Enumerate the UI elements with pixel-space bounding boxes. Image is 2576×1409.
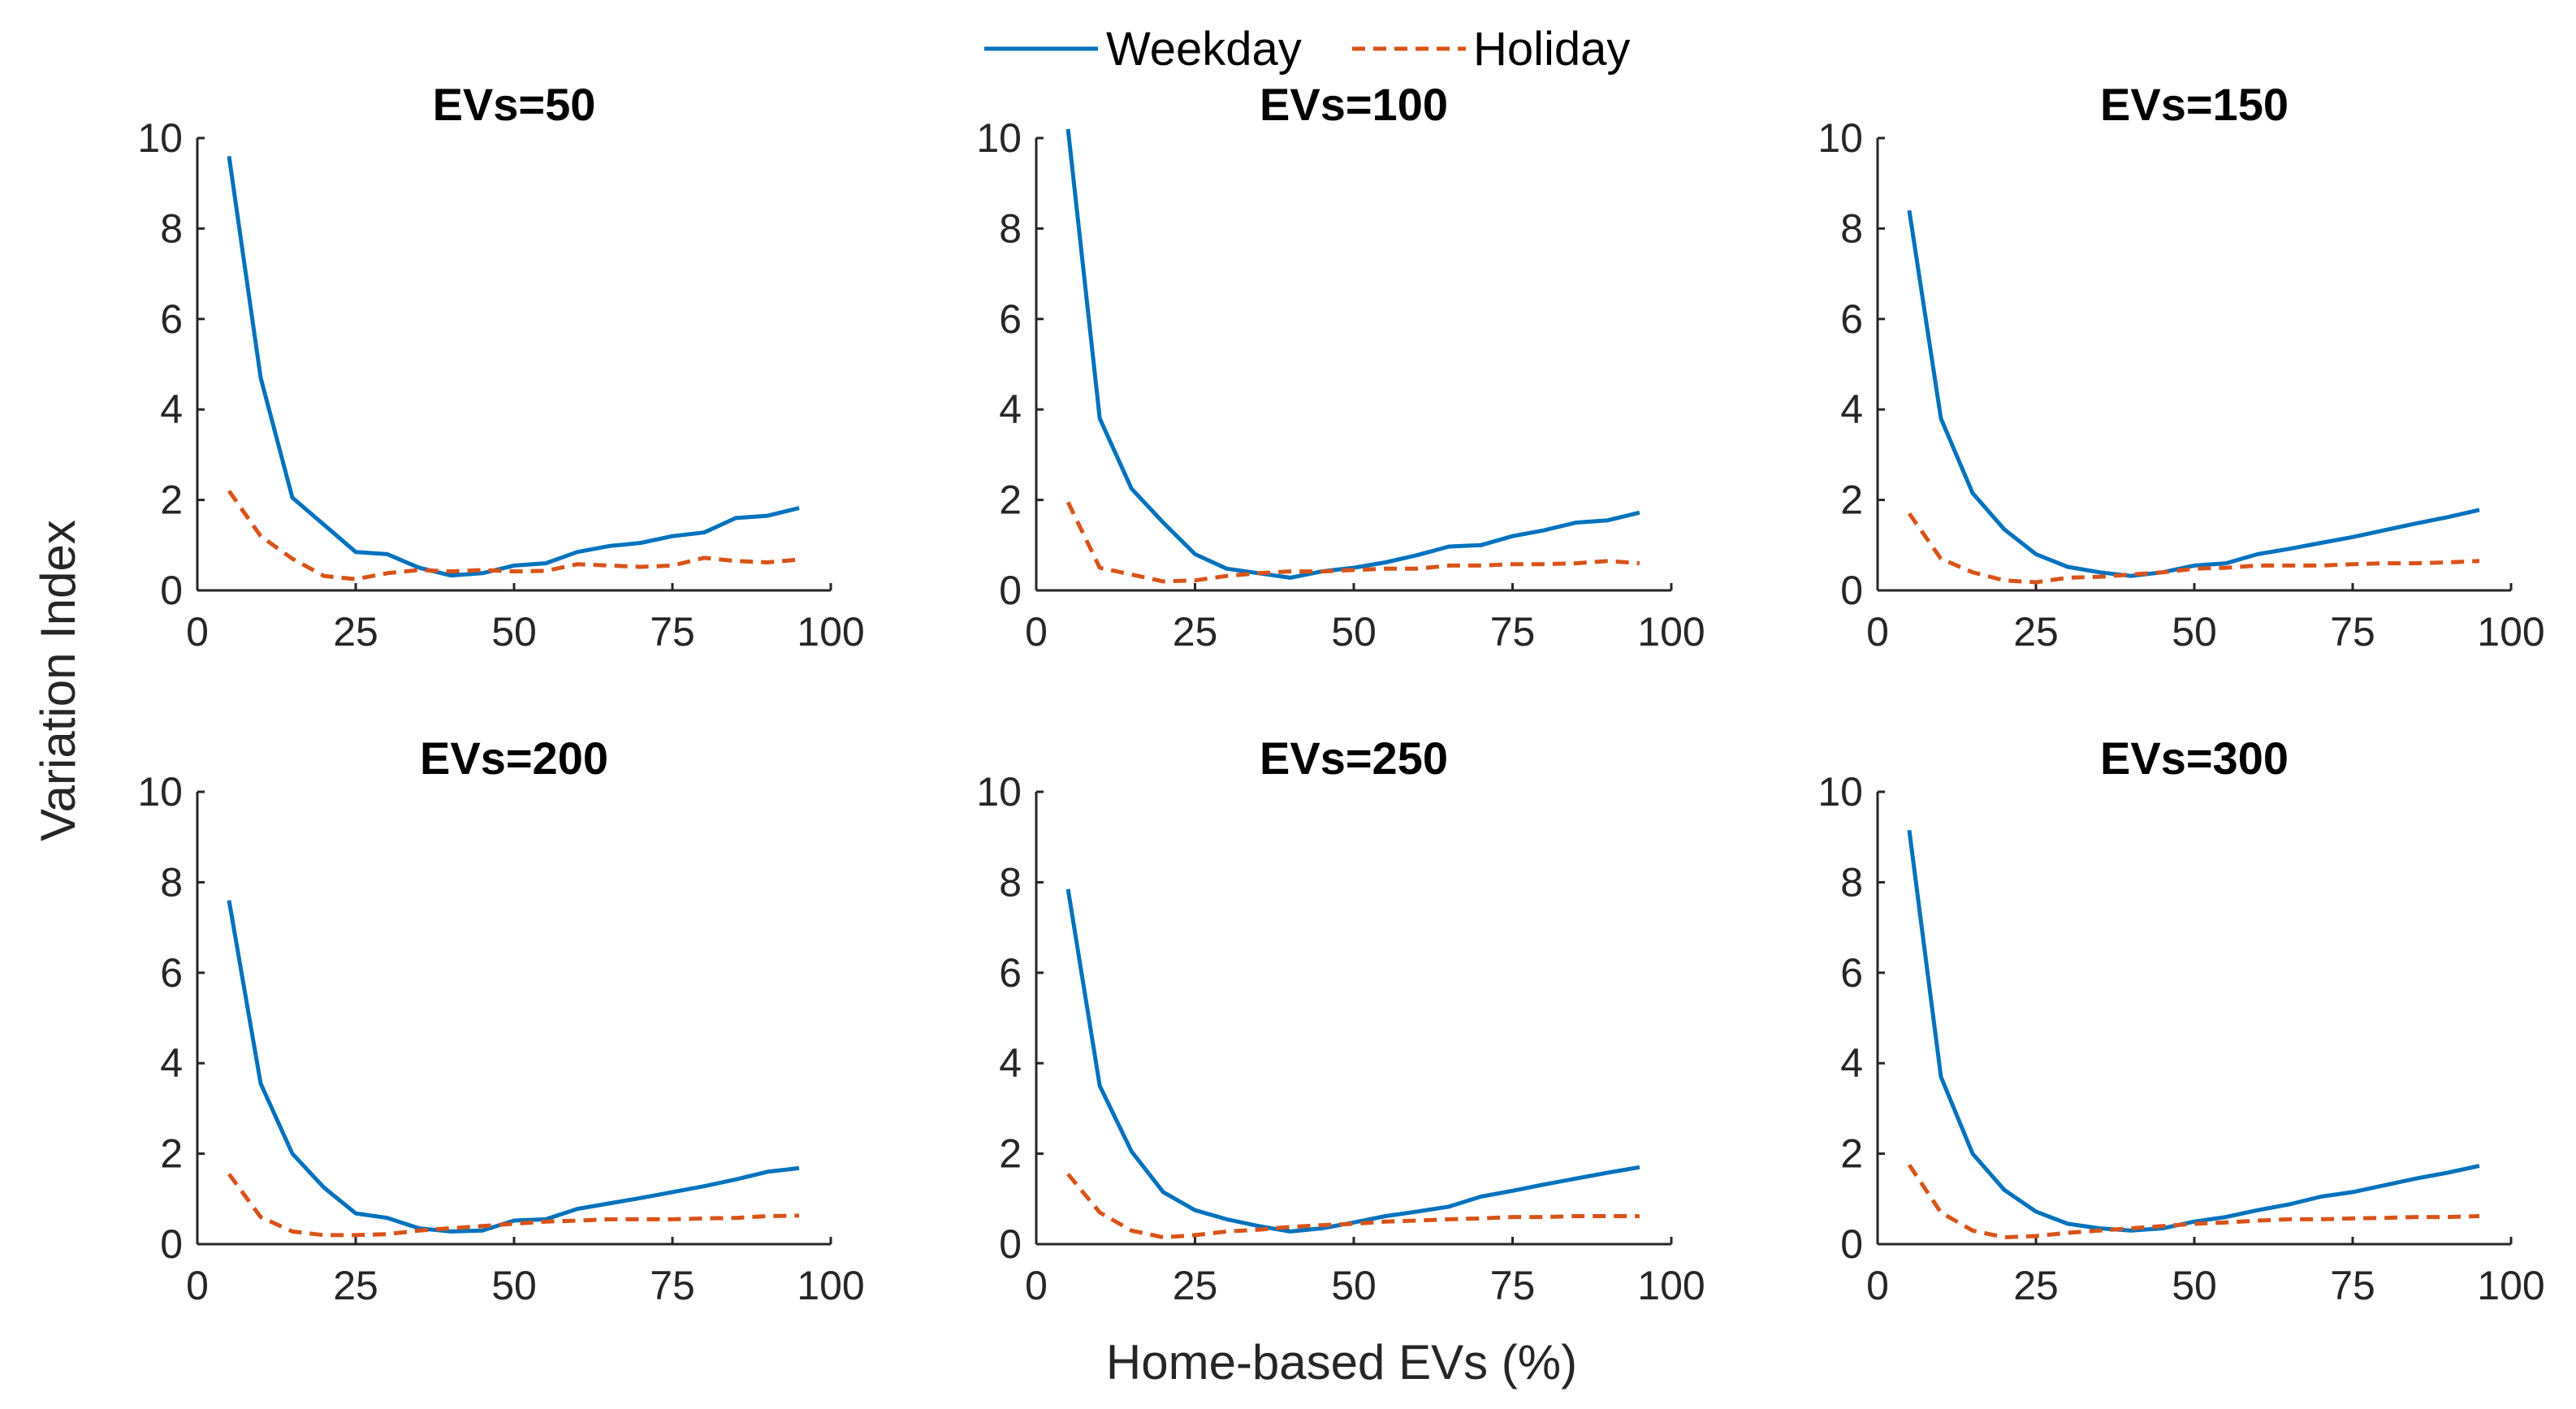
panel-title: EVs=250 [1260,733,1448,784]
series-line-holiday [227,490,800,581]
y-tick-label: 8 [999,205,1022,251]
x-tick-label: 50 [2172,1263,2217,1308]
x-tick-label: 75 [1490,1263,1536,1308]
series-line-weekday [227,155,800,578]
y-tick-label: 6 [1840,296,1863,342]
x-tick-label: 0 [1025,1263,1048,1308]
x-tick-label: 25 [333,1263,378,1308]
x-tick-label: 100 [2477,609,2544,655]
y-tick-label: 4 [160,1040,183,1086]
panel-title: EVs=50 [433,79,596,130]
x-tick-label: 25 [2013,1263,2059,1308]
series-line-holiday [1907,512,2480,585]
y-tick-label: 4 [999,387,1022,432]
x-tick-label: 0 [1866,609,1889,655]
x-tick-label: 50 [2172,609,2217,655]
series-line-holiday [1065,501,1640,584]
x-tick-label: 50 [491,609,537,655]
legend: Weekday Holiday [984,23,1630,76]
panel-title: EVs=100 [1260,79,1448,130]
y-tick-label: 10 [976,115,1022,161]
y-tick-label: 2 [999,478,1022,523]
x-tick-label: 25 [2013,609,2059,655]
y-tick-label: 10 [1817,115,1863,161]
x-tick-label: 0 [1025,609,1048,655]
x-tick-label: 0 [186,1263,209,1308]
series-line-weekday [1065,888,1640,1234]
y-tick-label: 8 [160,859,183,905]
panel-title: EVs=300 [2100,733,2289,784]
y-tick-label: 8 [1840,205,1863,251]
series-line-holiday [1907,1164,2480,1240]
series-line-weekday [1907,210,2480,578]
y-tick-label: 6 [160,296,183,342]
y-tick-label: 8 [999,859,1022,905]
y-tick-label: 6 [999,950,1022,996]
y-tick-label: 0 [1840,568,1863,613]
y-tick-label: 10 [1817,769,1863,815]
y-tick-label: 8 [160,205,183,251]
y-tick-label: 4 [1840,1040,1863,1086]
y-tick-label: 0 [999,568,1022,613]
x-tick-label: 25 [1173,609,1218,655]
x-tick-label: 0 [1866,1263,1889,1308]
x-axis-label: Home-based EVs (%) [1106,1335,1577,1390]
x-tick-label: 75 [650,609,695,655]
legend-label-weekday: Weekday [1106,23,1302,76]
x-tick-label: 100 [797,1263,864,1308]
y-tick-label: 6 [160,950,183,996]
x-tick-label: 75 [650,1263,695,1308]
x-tick-label: 0 [186,609,209,655]
y-tick-label: 10 [976,769,1022,815]
x-tick-label: 50 [1331,1263,1377,1308]
y-tick-label: 4 [160,387,183,432]
series-line-weekday [227,900,800,1234]
panel-title: EVs=200 [420,733,608,784]
y-tick-label: 2 [1840,478,1863,523]
x-tick-label: 50 [491,1263,537,1308]
y-tick-label: 2 [1840,1131,1863,1177]
y-tick-label: 2 [160,478,183,523]
y-tick-label: 6 [1840,950,1863,996]
y-tick-label: 10 [137,769,183,815]
x-tick-label: 25 [1173,1263,1218,1308]
x-tick-label: 75 [1490,609,1536,655]
panel-title: EVs=150 [2100,79,2289,130]
y-tick-label: 2 [999,1131,1022,1177]
x-tick-label: 100 [1637,1263,1705,1308]
x-tick-label: 75 [2330,609,2375,655]
legend-label-holiday: Holiday [1473,23,1630,76]
series-line-weekday [1065,128,1640,580]
x-tick-label: 100 [2477,1263,2544,1308]
y-tick-label: 4 [1840,387,1863,432]
y-axis-label: Variation Index [31,520,85,841]
x-tick-label: 25 [333,609,378,655]
x-tick-label: 75 [2330,1263,2375,1308]
y-tick-label: 0 [1840,1221,1863,1267]
y-tick-label: 4 [999,1040,1022,1086]
y-tick-label: 0 [160,568,183,613]
y-tick-label: 0 [160,1221,183,1267]
y-tick-label: 10 [137,115,183,161]
y-tick-label: 8 [1840,859,1863,905]
x-tick-label: 50 [1331,609,1377,655]
y-tick-label: 6 [999,296,1022,342]
y-tick-label: 2 [160,1131,183,1177]
series-line-weekday [1907,829,2480,1233]
x-tick-label: 100 [797,609,864,655]
y-tick-label: 0 [999,1221,1022,1267]
x-tick-label: 100 [1637,609,1705,655]
